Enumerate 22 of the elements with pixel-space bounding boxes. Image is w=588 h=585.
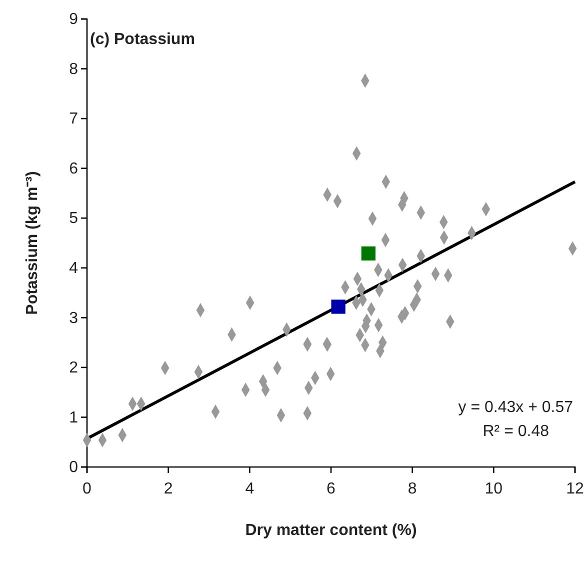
x-tick-label: 10: [484, 480, 503, 498]
y-tick-label: 8: [69, 60, 78, 78]
y-tick-label: 1: [69, 409, 78, 426]
annotation: R² = 0.48: [482, 423, 550, 440]
y-tick-label: 7: [69, 110, 78, 128]
y-tick-label: 5: [69, 210, 78, 228]
x-axis-title: Dry matter content (%): [245, 522, 417, 539]
x-tick-label: 4: [245, 480, 254, 498]
y-tick-label: 9: [69, 11, 78, 28]
y-tick-label: 3: [69, 310, 78, 327]
x-tick-label: 8: [408, 480, 417, 498]
annotation: y = 0.43x + 0.57: [458, 399, 574, 416]
text: (c) Potassium: [90, 31, 195, 48]
y-tick-label: 4: [69, 260, 78, 278]
x-tick-label: 6: [326, 480, 336, 498]
y-tick-label: 6: [69, 160, 78, 178]
x-tick-label: 0: [82, 480, 92, 498]
y-tick-label: 2: [69, 360, 78, 377]
x-tick-label: 2: [164, 480, 173, 498]
y-axis-title: Potassium (kg m⁻³): [24, 171, 41, 315]
y-tick-label: 0: [69, 459, 78, 476]
x-tick-label: 12: [566, 480, 584, 498]
